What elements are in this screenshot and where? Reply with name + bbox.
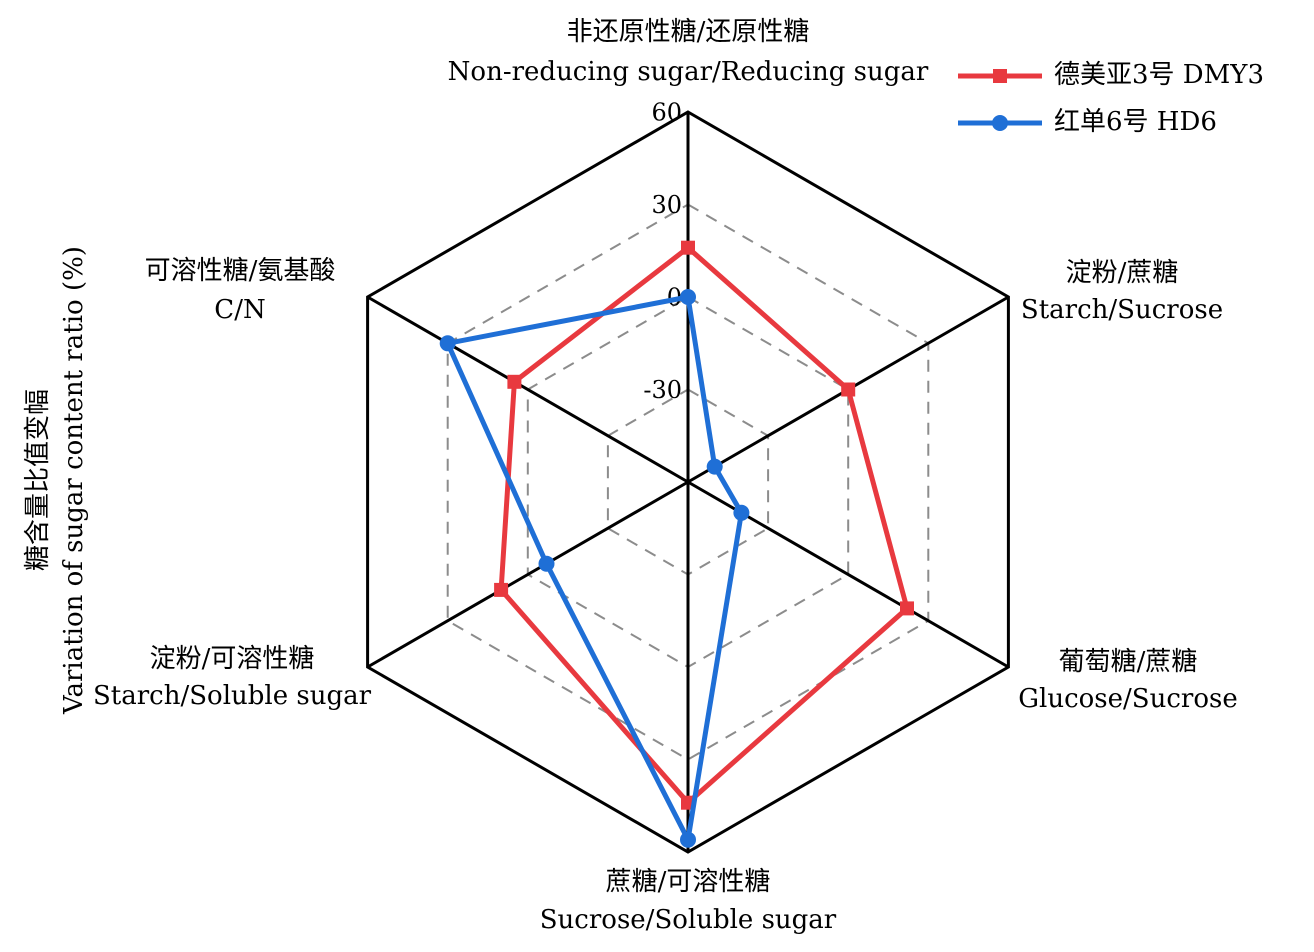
- data-point: [900, 601, 914, 616]
- data-point: [538, 555, 555, 572]
- data-point: [733, 504, 750, 521]
- tick-label: 60: [651, 99, 682, 127]
- axis-spoke-4: [366, 480, 689, 669]
- legend-label: 红单6号 HD6: [1054, 107, 1217, 137]
- axis-label-4: 淀粉/可溶性糖 Starch/Soluble sugar: [93, 644, 372, 711]
- axis-label-cn: 葡萄糖/蔗糖: [1059, 647, 1198, 677]
- legend-item: 红单6号 HD6: [958, 107, 1217, 137]
- axis-label-en: Non-reducing sugar/Reducing sugar: [448, 57, 929, 87]
- axis-label-cn: 非还原性糖/还原性糖: [567, 17, 810, 47]
- data-point: [439, 335, 456, 352]
- axis-label-en: Starch/Soluble sugar: [93, 681, 372, 711]
- y-axis-title-cn: 糖含量比值变幅: [23, 389, 53, 571]
- axis-spoke-5: [366, 295, 689, 484]
- axis-label-5: 可溶性糖/氨基酸 C/N: [145, 256, 336, 325]
- axis-label-cn: 可溶性糖/氨基酸: [145, 256, 336, 286]
- grid-layer: [366, 110, 1010, 854]
- axis-label-cn: 蔗糖/可溶性糖: [606, 867, 771, 897]
- axis-label-0: 非还原性糖/还原性糖 Non-reducing sugar/Reducing su…: [448, 17, 929, 87]
- data-point: [494, 582, 509, 597]
- axis-label-cn: 淀粉/蔗糖: [1066, 258, 1179, 288]
- data-point: [841, 382, 856, 397]
- series-line: [498, 244, 910, 807]
- y-axis-title: 糖含量比值变幅 Variation of sugar content ratio…: [23, 246, 89, 715]
- axis-label-2: 葡萄糖/蔗糖 Glucose/Sucrose: [1018, 647, 1237, 714]
- y-axis-title-en: Variation of sugar content ratio (%): [59, 246, 89, 715]
- series-0: [494, 240, 914, 810]
- legend-label: 德美亚3号 DMY3: [1054, 60, 1264, 90]
- tick-label: 30: [651, 191, 682, 219]
- series-layer: [439, 240, 914, 848]
- data-point: [680, 831, 696, 848]
- axis-label-1: 淀粉/蔗糖 Starch/Sucrose: [1021, 258, 1223, 325]
- data-point: [706, 458, 723, 475]
- axis-label-en: Sucrose/Soluble sugar: [540, 905, 837, 935]
- axis-label-en: Glucose/Sucrose: [1018, 684, 1237, 714]
- series-line: [444, 294, 745, 848]
- tick-label: -30: [643, 376, 682, 404]
- axis-label-3: 蔗糖/可溶性糖 Sucrose/Soluble sugar: [540, 867, 837, 935]
- data-point: [680, 289, 696, 305]
- legend-marker: [992, 115, 1008, 131]
- axis-label-en: Starch/Sucrose: [1021, 295, 1223, 325]
- data-point: [507, 374, 522, 389]
- data-point: [681, 240, 695, 255]
- axis-labels: 非还原性糖/还原性糖 Non-reducing sugar/Reducing su…: [93, 17, 1238, 935]
- legend-item: 德美亚3号 DMY3: [958, 60, 1264, 90]
- axis-label-en: C/N: [214, 295, 265, 325]
- axis-label-cn: 淀粉/可溶性糖: [150, 644, 315, 674]
- legend-marker: [993, 69, 1007, 83]
- legend: 德美亚3号 DMY3 红单6号 HD6: [958, 60, 1264, 137]
- series-1: [439, 289, 750, 848]
